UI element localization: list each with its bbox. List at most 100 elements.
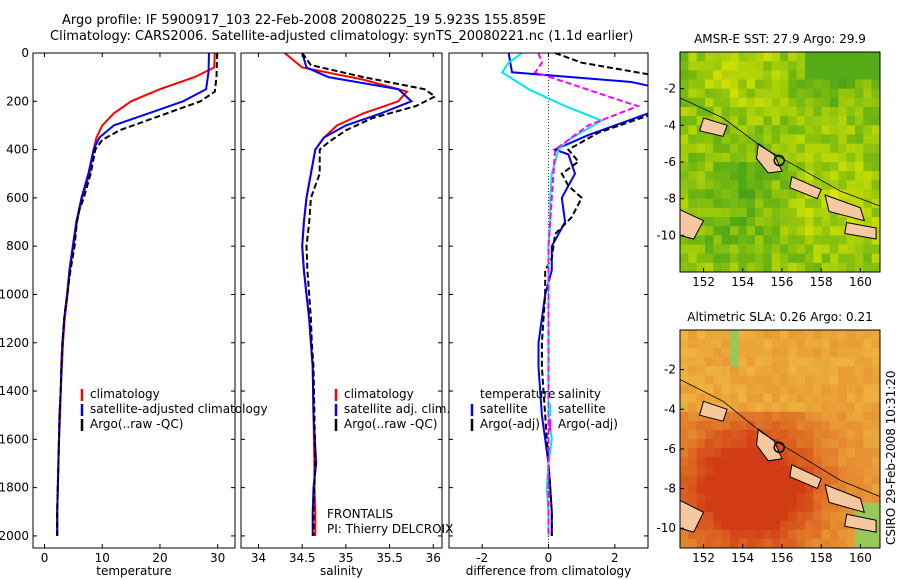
y-tick-label: 1400	[0, 384, 29, 398]
map-panel-1: 152 154 156 158 160 -10 -8 -6 -4 -2 AMSR-E SST: 27…	[656, 32, 881, 289]
x-tick-label: 35.5	[376, 551, 403, 565]
x-tick-label: 34.5	[289, 551, 316, 565]
legend-label: climatology	[344, 387, 414, 401]
legend: temperaturesatelliteArgo(-adj)salinitysa…	[470, 387, 618, 431]
y-tick-label: -8	[664, 482, 676, 496]
land-mass	[698, 117, 728, 137]
credit-text: CSIRO 29-Feb-2008 10:31:20	[884, 370, 898, 545]
x-axis-label: temperature	[96, 564, 171, 578]
figure-title-line2: Climatology: CARS2006. Satellite-adjuste…	[50, 29, 634, 44]
legend-label: climatology	[90, 387, 160, 401]
y-tick-label: -6	[664, 442, 676, 456]
map-title: Altimetric SLA: 0.26 Argo: 0.21	[687, 310, 872, 324]
land-mass	[755, 142, 783, 174]
x-tick-label: 158	[810, 551, 833, 565]
x-tick-label: -2	[476, 551, 488, 565]
legend-label: Argo(-adj)	[480, 417, 540, 431]
x-tick-label: 34	[251, 551, 266, 565]
legend-label: satellite	[480, 402, 528, 416]
legend-label: satellite-adjusted climatology	[90, 402, 268, 416]
y-tick-label: -10	[656, 521, 676, 535]
legend-label: Argo(..raw -QC)	[90, 417, 183, 431]
x-tick-label: 152	[692, 551, 715, 565]
x-tick-label: 154	[731, 551, 754, 565]
x-tick-label: 20	[152, 551, 167, 565]
y-tick-label: -6	[664, 155, 676, 169]
land-mass	[844, 221, 877, 240]
legend-label: satellite adj. clim.	[344, 402, 450, 416]
x-tick-label: 0	[41, 551, 49, 565]
series-group	[500, 53, 648, 536]
x-tick-label: 154	[731, 275, 754, 289]
x-axis-label: difference from climatology	[466, 564, 632, 578]
legend-heading: temperature	[480, 387, 555, 401]
x-tick-label: 10	[95, 551, 110, 565]
series-group	[56, 53, 219, 536]
x-tick-label: 2	[611, 551, 619, 565]
y-tick-label: 200	[6, 94, 29, 108]
x-tick-label: 152	[692, 275, 715, 289]
y-tick-label: 1600	[0, 432, 29, 446]
land-mass	[698, 400, 728, 422]
series-line-2	[301, 53, 414, 536]
y-tick-label: -8	[664, 192, 676, 206]
series-line-4	[533, 53, 641, 536]
y-tick-label: 600	[6, 191, 29, 205]
map-title: AMSR-E SST: 27.9 Argo: 29.9	[694, 32, 866, 46]
contour-line	[680, 379, 880, 497]
y-tick-label: -2	[664, 82, 676, 96]
y-tick-label: 0	[21, 46, 29, 60]
land-mass	[680, 209, 705, 240]
argo-location-marker	[773, 441, 785, 454]
series-line-3	[301, 53, 437, 536]
legend-heading: salinity	[558, 387, 601, 401]
y-tick-label: 400	[6, 143, 29, 157]
y-tick-label: -4	[664, 402, 676, 416]
argo-location-marker	[773, 154, 785, 167]
profile-panel-2: 34 34.5 35 35.5 36 salinity climatologysatelli…	[240, 52, 450, 578]
land-mass	[824, 483, 866, 514]
x-axis-label: salinity	[320, 564, 363, 578]
y-tick-label: -2	[664, 363, 676, 377]
y-tick-label: 1200	[0, 336, 29, 350]
x-tick-label: 158	[810, 275, 833, 289]
y-tick-label: 1000	[0, 287, 29, 301]
land-mass	[789, 464, 822, 490]
figure-title-line1: Argo profile: IF 5900917_103 22-Feb-2008…	[62, 13, 546, 28]
y-tick-label: 1800	[0, 481, 29, 495]
series-line-3	[56, 53, 219, 536]
x-tick-label: 0	[545, 551, 553, 565]
y-tick-label: 2000	[0, 529, 29, 543]
y-tick-label: 800	[6, 239, 29, 253]
land-mass	[824, 194, 866, 222]
land-mass	[680, 499, 705, 533]
series-group	[284, 53, 437, 536]
profile-panel-1: 0 10 20 30 temperature 0 200 400 600 800 1000 1200 1…	[0, 46, 268, 578]
land-mass	[789, 175, 822, 200]
series-line-2	[540, 53, 648, 536]
series-line-1	[56, 53, 216, 536]
x-tick-label: 36	[426, 551, 441, 565]
map-panel-2: 152 154 156 158 160 -10 -8 -6 -4 -2 Altimetric SLA…	[656, 310, 881, 565]
contour-line	[680, 97, 880, 207]
x-tick-label: 160	[849, 551, 872, 565]
pi-label: PI: Thierry DELCROIX	[327, 522, 453, 536]
y-tick-label: -4	[664, 118, 676, 132]
panel-frame	[32, 52, 236, 549]
x-tick-label: 30	[210, 551, 225, 565]
legend-label: Argo(-adj)	[558, 417, 618, 431]
x-tick-label: 156	[771, 275, 794, 289]
x-tick-label: 35	[338, 551, 353, 565]
pi-name: FRONTALIS	[327, 507, 393, 521]
panel-frame	[240, 52, 443, 549]
map-field	[680, 330, 880, 548]
map-frame	[679, 329, 881, 549]
x-tick-label: 156	[771, 551, 794, 565]
legend-label: Argo(..raw -QC)	[344, 417, 437, 431]
legend-label: satellite	[558, 402, 606, 416]
y-tick-label: -10	[656, 228, 676, 242]
